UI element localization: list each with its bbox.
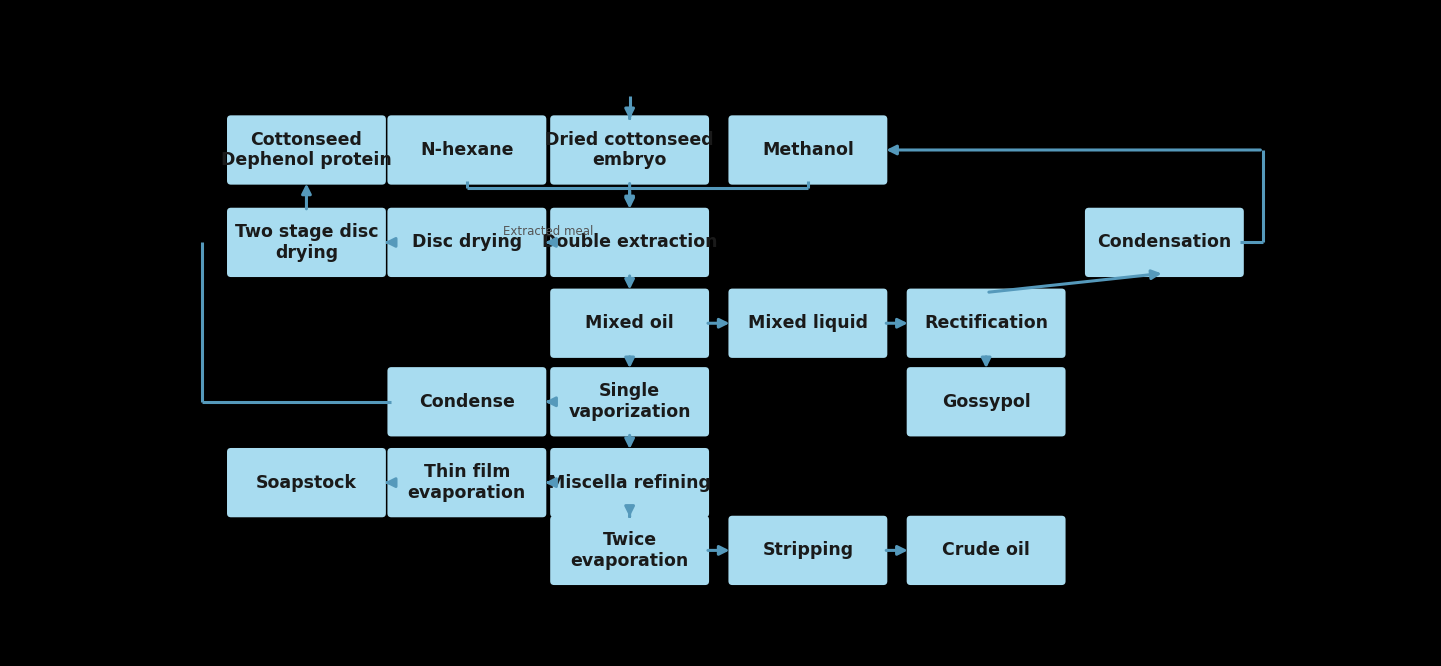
Text: Single
vaporization: Single vaporization [568, 382, 690, 421]
FancyBboxPatch shape [388, 115, 546, 184]
Text: N-hexane: N-hexane [421, 141, 513, 159]
FancyBboxPatch shape [228, 448, 386, 517]
Text: Twice
evaporation: Twice evaporation [571, 531, 689, 570]
Text: Mixed liquid: Mixed liquid [748, 314, 867, 332]
FancyBboxPatch shape [228, 208, 386, 277]
Text: Two stage disc
drying: Two stage disc drying [235, 223, 378, 262]
Text: Rectification: Rectification [924, 314, 1048, 332]
FancyBboxPatch shape [1085, 208, 1244, 277]
Text: Disc drying: Disc drying [412, 233, 522, 251]
FancyBboxPatch shape [550, 448, 709, 517]
FancyBboxPatch shape [550, 367, 709, 436]
Text: Miscella refining: Miscella refining [548, 474, 710, 492]
Text: Soapstock: Soapstock [256, 474, 357, 492]
Text: Condensation: Condensation [1097, 233, 1232, 251]
Text: Double extraction: Double extraction [542, 233, 718, 251]
Text: Gossypol: Gossypol [942, 393, 1030, 411]
Text: Thin film
evaporation: Thin film evaporation [408, 464, 526, 502]
Text: Methanol: Methanol [762, 141, 855, 159]
FancyBboxPatch shape [729, 515, 888, 585]
FancyBboxPatch shape [550, 208, 709, 277]
Text: Condense: Condense [419, 393, 514, 411]
FancyBboxPatch shape [228, 115, 386, 184]
FancyBboxPatch shape [388, 448, 546, 517]
FancyBboxPatch shape [906, 515, 1065, 585]
FancyBboxPatch shape [550, 515, 709, 585]
Text: Extracted meal: Extracted meal [503, 224, 594, 238]
FancyBboxPatch shape [388, 367, 546, 436]
FancyBboxPatch shape [906, 288, 1065, 358]
Text: Mixed oil: Mixed oil [585, 314, 674, 332]
FancyBboxPatch shape [729, 288, 888, 358]
FancyBboxPatch shape [729, 115, 888, 184]
Text: Cottonseed
Dephenol protein: Cottonseed Dephenol protein [220, 131, 392, 169]
FancyBboxPatch shape [906, 367, 1065, 436]
Text: Dried cottonseed
embryo: Dried cottonseed embryo [545, 131, 713, 169]
Text: Crude oil: Crude oil [942, 541, 1030, 559]
Text: Stripping: Stripping [762, 541, 853, 559]
FancyBboxPatch shape [388, 208, 546, 277]
FancyBboxPatch shape [550, 288, 709, 358]
FancyBboxPatch shape [550, 115, 709, 184]
